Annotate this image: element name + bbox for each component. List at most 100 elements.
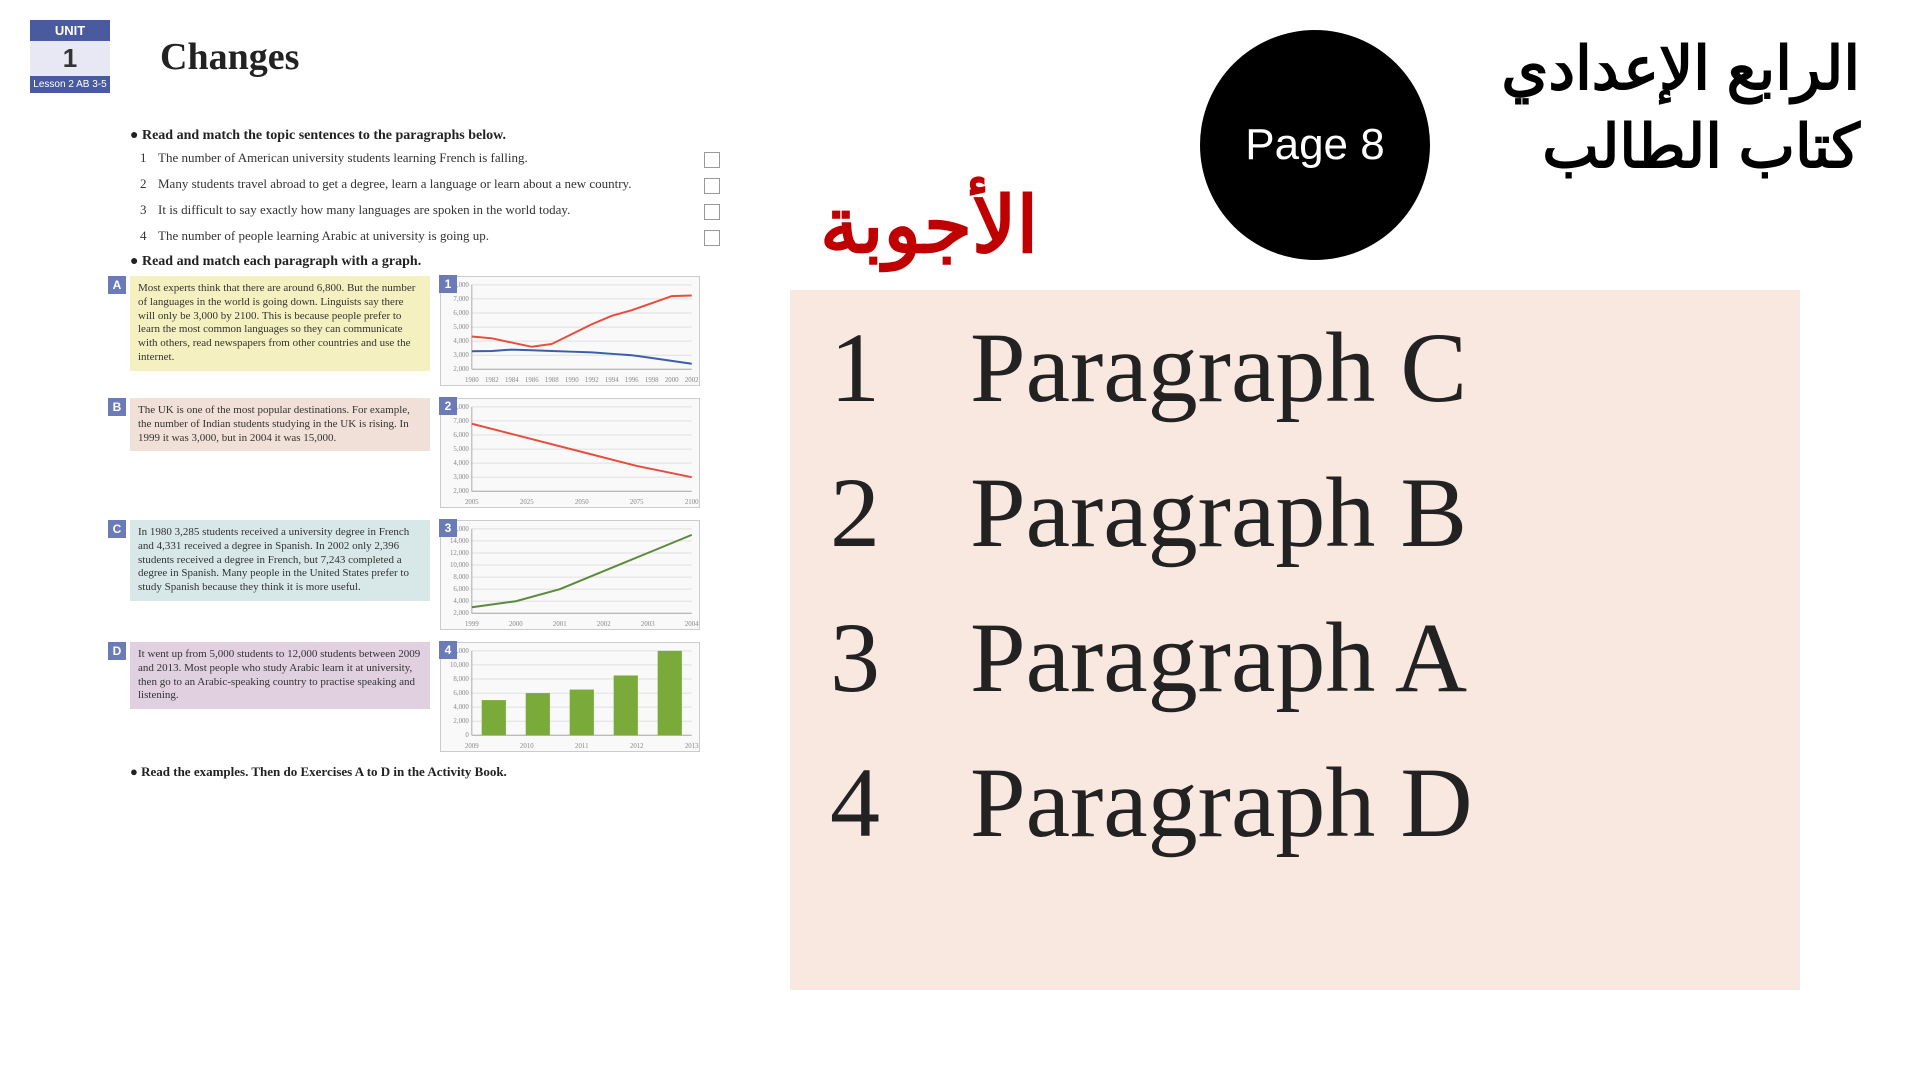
paragraph-box: A Most experts think that there are arou… bbox=[130, 276, 430, 371]
answer-number: 2 bbox=[830, 455, 970, 570]
unit-badge: UNIT 1 Lesson 2 AB 3-5 bbox=[30, 20, 110, 93]
svg-text:2075: 2075 bbox=[630, 499, 644, 506]
svg-text:2000: 2000 bbox=[509, 621, 523, 628]
chart-label: 4 bbox=[439, 641, 457, 659]
paragraph-text: Most experts think that there are around… bbox=[138, 282, 415, 363]
svg-text:1982: 1982 bbox=[485, 377, 499, 384]
unit-lesson: Lesson 2 AB 3-5 bbox=[30, 76, 110, 93]
answer-text: Paragraph C bbox=[970, 310, 1467, 425]
svg-text:7,000: 7,000 bbox=[453, 296, 469, 303]
svg-text:2,000: 2,000 bbox=[453, 610, 469, 617]
instruction-2: Read and match each paragraph with a gra… bbox=[130, 254, 720, 270]
topic-number: 1 bbox=[140, 150, 158, 166]
answers-heading: الأجوبة bbox=[820, 180, 1038, 271]
svg-text:10,000: 10,000 bbox=[450, 662, 469, 669]
svg-text:1999: 1999 bbox=[465, 621, 479, 628]
svg-text:3,000: 3,000 bbox=[453, 474, 469, 481]
answers-panel: 1 Paragraph C2 Paragraph B3 Paragraph A4… bbox=[790, 290, 1800, 990]
svg-text:1988: 1988 bbox=[545, 377, 559, 384]
arabic-grade: الرابع الإعدادي bbox=[1501, 30, 1860, 108]
svg-text:2001: 2001 bbox=[553, 621, 567, 628]
unit-label: UNIT bbox=[30, 20, 110, 41]
chart-box: 2 2,0003,0004,0005,0006,0007,0008,000200… bbox=[440, 398, 700, 508]
answer-row: 3 Paragraph A bbox=[830, 600, 1760, 715]
svg-text:1984: 1984 bbox=[505, 377, 519, 384]
paragraph-text: It went up from 5,000 students to 12,000… bbox=[138, 648, 420, 701]
match-checkbox[interactable] bbox=[704, 230, 720, 246]
match-checkbox[interactable] bbox=[704, 152, 720, 168]
svg-text:4,000: 4,000 bbox=[453, 598, 469, 605]
svg-text:2000: 2000 bbox=[665, 377, 679, 384]
paragraph-chart-row: C In 1980 3,285 students received a univ… bbox=[130, 520, 720, 630]
match-checkbox[interactable] bbox=[704, 204, 720, 220]
svg-text:2050: 2050 bbox=[575, 499, 589, 506]
svg-text:2100: 2100 bbox=[685, 499, 699, 506]
svg-text:1990: 1990 bbox=[565, 377, 579, 384]
svg-text:1986: 1986 bbox=[525, 377, 539, 384]
topic-text: The number of American university studen… bbox=[158, 150, 704, 167]
topic-text: The number of people learning Arabic at … bbox=[158, 228, 704, 245]
chart-label: 2 bbox=[439, 397, 457, 415]
unit-number: 1 bbox=[30, 41, 110, 76]
svg-text:1996: 1996 bbox=[625, 377, 639, 384]
paragraph-box: C In 1980 3,285 students received a univ… bbox=[130, 520, 430, 601]
paragraph-label: C bbox=[108, 520, 126, 538]
chart-label: 1 bbox=[439, 275, 457, 293]
svg-text:1994: 1994 bbox=[605, 377, 619, 384]
svg-text:2009: 2009 bbox=[465, 743, 479, 750]
answer-row: 2 Paragraph B bbox=[830, 455, 1760, 570]
svg-text:3,000: 3,000 bbox=[453, 352, 469, 359]
match-checkbox[interactable] bbox=[704, 178, 720, 194]
svg-text:2005: 2005 bbox=[465, 499, 479, 506]
topic-sentence: 2 Many students travel abroad to get a d… bbox=[140, 176, 720, 194]
chart-box: 1 2,0003,0004,0005,0006,0007,0008,000198… bbox=[440, 276, 700, 386]
chart-label: 3 bbox=[439, 519, 457, 537]
svg-text:4,000: 4,000 bbox=[453, 460, 469, 467]
answer-row: 4 Paragraph D bbox=[830, 745, 1760, 860]
paragraph-box: B The UK is one of the most popular dest… bbox=[130, 398, 430, 451]
paragraph-text: In 1980 3,285 students received a univer… bbox=[138, 526, 409, 593]
topic-sentence: 3 It is difficult to say exactly how man… bbox=[140, 202, 720, 220]
paragraph-chart-row: B The UK is one of the most popular dest… bbox=[130, 398, 720, 508]
svg-text:7,000: 7,000 bbox=[453, 418, 469, 425]
svg-text:6,000: 6,000 bbox=[453, 586, 469, 593]
svg-text:1980: 1980 bbox=[465, 377, 479, 384]
answer-text: Paragraph D bbox=[970, 745, 1473, 860]
paragraph-chart-row: A Most experts think that there are arou… bbox=[130, 276, 720, 386]
topic-text: It is difficult to say exactly how many … bbox=[158, 202, 704, 219]
svg-text:2,000: 2,000 bbox=[453, 488, 469, 495]
svg-text:2002: 2002 bbox=[597, 621, 611, 628]
svg-text:4,000: 4,000 bbox=[453, 704, 469, 711]
answer-number: 4 bbox=[830, 745, 970, 860]
page-number-circle: Page 8 bbox=[1200, 30, 1430, 260]
svg-text:10,000: 10,000 bbox=[450, 562, 469, 569]
svg-text:2003: 2003 bbox=[641, 621, 655, 628]
svg-text:2025: 2025 bbox=[520, 499, 534, 506]
answer-number: 3 bbox=[830, 600, 970, 715]
svg-text:8,000: 8,000 bbox=[453, 574, 469, 581]
svg-text:2,000: 2,000 bbox=[453, 718, 469, 725]
instruction-1: Read and match the topic sentences to th… bbox=[130, 128, 720, 144]
svg-text:6,000: 6,000 bbox=[453, 310, 469, 317]
paragraph-label: B bbox=[108, 398, 126, 416]
answer-row: 1 Paragraph C bbox=[830, 310, 1760, 425]
paragraph-label: D bbox=[108, 642, 126, 660]
footer-instruction: Read the examples. Then do Exercises A t… bbox=[130, 764, 720, 780]
topic-sentence-list: 1 The number of American university stud… bbox=[140, 150, 720, 246]
answer-text: Paragraph A bbox=[970, 600, 1467, 715]
svg-text:4,000: 4,000 bbox=[453, 338, 469, 345]
svg-text:2012: 2012 bbox=[630, 743, 644, 750]
arabic-book: كتاب الطالب bbox=[1501, 108, 1860, 186]
paragraph-label: A bbox=[108, 276, 126, 294]
topic-sentence: 1 The number of American university stud… bbox=[140, 150, 720, 168]
svg-text:2011: 2011 bbox=[575, 743, 589, 750]
topic-text: Many students travel abroad to get a deg… bbox=[158, 176, 704, 193]
svg-text:6,000: 6,000 bbox=[453, 690, 469, 697]
topic-number: 3 bbox=[140, 202, 158, 218]
svg-text:1992: 1992 bbox=[585, 377, 599, 384]
svg-text:2010: 2010 bbox=[520, 743, 534, 750]
svg-text:5,000: 5,000 bbox=[453, 446, 469, 453]
topic-sentence: 4 The number of people learning Arabic a… bbox=[140, 228, 720, 246]
svg-text:14,000: 14,000 bbox=[450, 538, 469, 545]
svg-text:1998: 1998 bbox=[645, 377, 659, 384]
